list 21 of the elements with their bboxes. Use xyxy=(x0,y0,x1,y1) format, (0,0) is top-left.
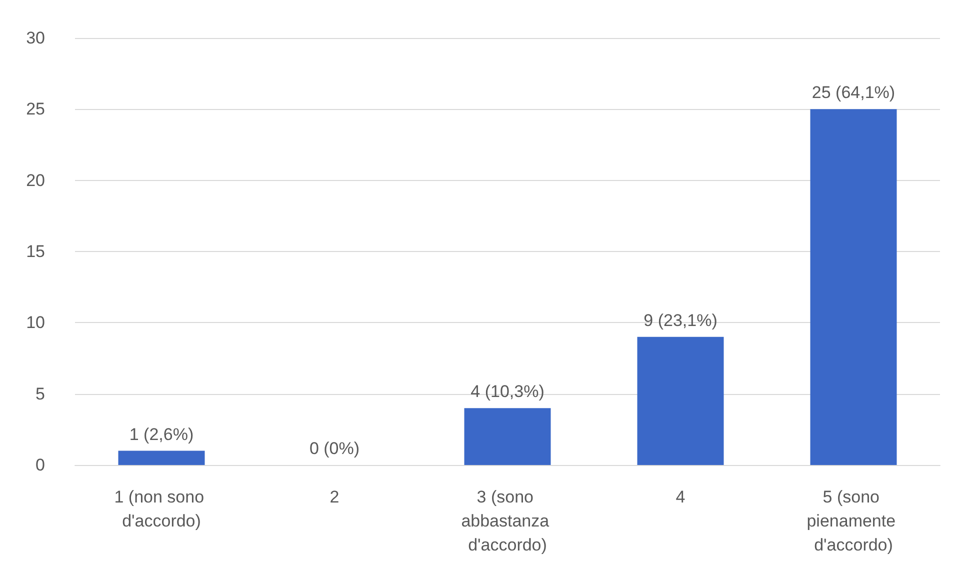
y-tick-label: 25 xyxy=(26,100,45,119)
data-label: 0 (0%) xyxy=(309,439,360,458)
y-tick-label: 20 xyxy=(26,170,45,190)
bar xyxy=(637,336,724,465)
x-tick-label: 1 (non sono d'accordo) xyxy=(114,488,209,530)
data-label: 9 (23,1%) xyxy=(644,310,718,330)
y-tick-label: 0 xyxy=(36,456,45,474)
x-tick-label: 5 (sono pienamente d'accordo) xyxy=(806,488,900,554)
y-tick-label: 15 xyxy=(26,242,45,261)
bar xyxy=(464,408,551,465)
data-label: 4 (10,3%) xyxy=(470,382,544,402)
data-label: 25 (64,1%) xyxy=(812,83,896,102)
x-tick-label: 3 (sono abbastanza d'accordo) xyxy=(461,488,554,554)
x-tick-label: 4 xyxy=(676,488,686,506)
x-tick-label: 2 xyxy=(330,488,340,506)
data-label: 1 (2,6%) xyxy=(129,424,194,444)
y-tick-label: 10 xyxy=(26,313,45,332)
bar xyxy=(810,109,897,465)
y-tick-label: 5 xyxy=(36,384,45,404)
y-tick-label: 30 xyxy=(26,28,45,48)
bar xyxy=(118,450,205,465)
